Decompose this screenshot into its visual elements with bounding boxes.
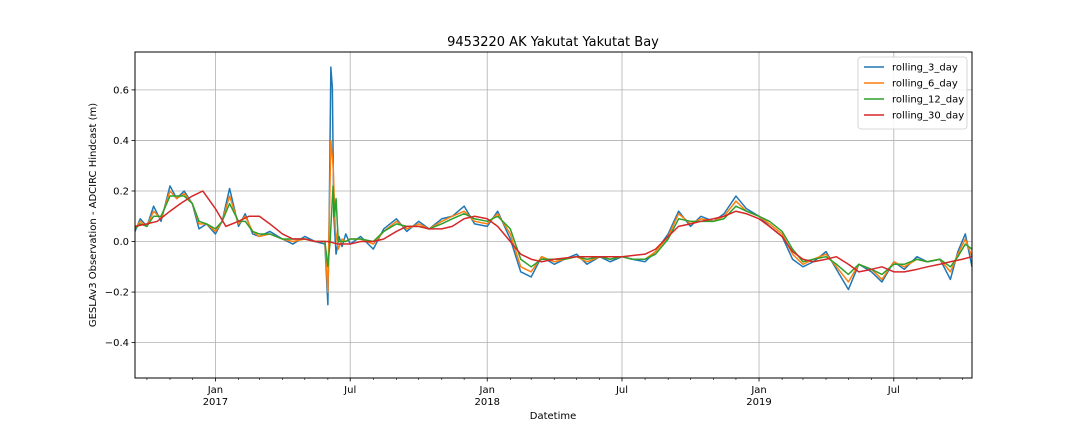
legend-label: rolling_6_day bbox=[892, 79, 958, 90]
legend-label: rolling_12_day bbox=[892, 95, 964, 106]
series-line-rolling_3_day bbox=[134, 66, 973, 306]
x-tick-year-label: 2017 bbox=[203, 397, 228, 408]
x-tick-year-label: 2018 bbox=[474, 397, 499, 408]
x-tick-label: Jul bbox=[887, 385, 900, 396]
grid-lines bbox=[135, 52, 972, 378]
legend-frame bbox=[857, 56, 968, 130]
y-tick-label: 0.2 bbox=[113, 186, 129, 197]
legend: rolling_3_day rolling_6_day rolling_12_day… bbox=[857, 56, 968, 130]
series-layer bbox=[134, 66, 973, 306]
chart-title: 9453220 AK Yakutat Yakutat Bay bbox=[447, 35, 659, 50]
legend-label: rolling_3_day bbox=[892, 63, 958, 74]
series-line-rolling_12_day bbox=[134, 185, 973, 276]
x-axis-label: Datetime bbox=[530, 411, 577, 422]
y-axis-label: GESLAv3 Observation - ADCIRC Hindcast (m… bbox=[88, 103, 99, 327]
y-tick-label: −0.2 bbox=[105, 288, 129, 299]
x-tick-label: Jan bbox=[750, 385, 766, 396]
y-axis: 0.6 0.4 0.2 0.0 −0.2 −0.4 bbox=[105, 85, 135, 349]
x-tick-year-label: 2019 bbox=[746, 397, 771, 408]
plot-area-frame bbox=[134, 51, 973, 379]
x-tick-label: Jul bbox=[343, 385, 356, 396]
series-line-rolling_30_day bbox=[134, 190, 973, 273]
y-tick-label: 0.0 bbox=[113, 237, 129, 248]
y-tick-label: 0.4 bbox=[113, 136, 129, 147]
x-tick-label: Jan bbox=[207, 385, 223, 396]
legend-label: rolling_30_day bbox=[892, 111, 964, 122]
x-tick-label: Jul bbox=[615, 385, 628, 396]
y-tick-label: 0.6 bbox=[113, 85, 129, 96]
y-tick-label: −0.4 bbox=[105, 338, 129, 349]
x-tick-label: Jan bbox=[479, 385, 495, 396]
